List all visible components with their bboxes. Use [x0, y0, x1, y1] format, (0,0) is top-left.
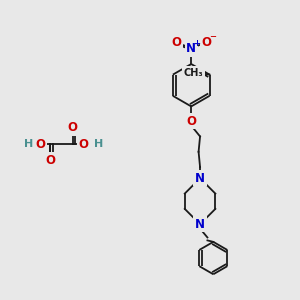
Text: O: O: [46, 154, 56, 167]
Text: O: O: [36, 138, 46, 151]
Text: +: +: [193, 39, 200, 48]
Text: O: O: [171, 36, 181, 49]
Text: H: H: [94, 139, 104, 149]
Text: −: −: [208, 32, 216, 41]
Text: O: O: [186, 115, 196, 128]
Text: CH₃: CH₃: [184, 68, 203, 78]
Text: N: N: [195, 218, 205, 231]
Text: O: O: [68, 122, 78, 134]
Text: N: N: [195, 172, 205, 185]
Text: N: N: [186, 42, 196, 55]
Text: H: H: [24, 139, 33, 149]
Text: O: O: [202, 36, 212, 49]
Text: O: O: [79, 138, 89, 151]
